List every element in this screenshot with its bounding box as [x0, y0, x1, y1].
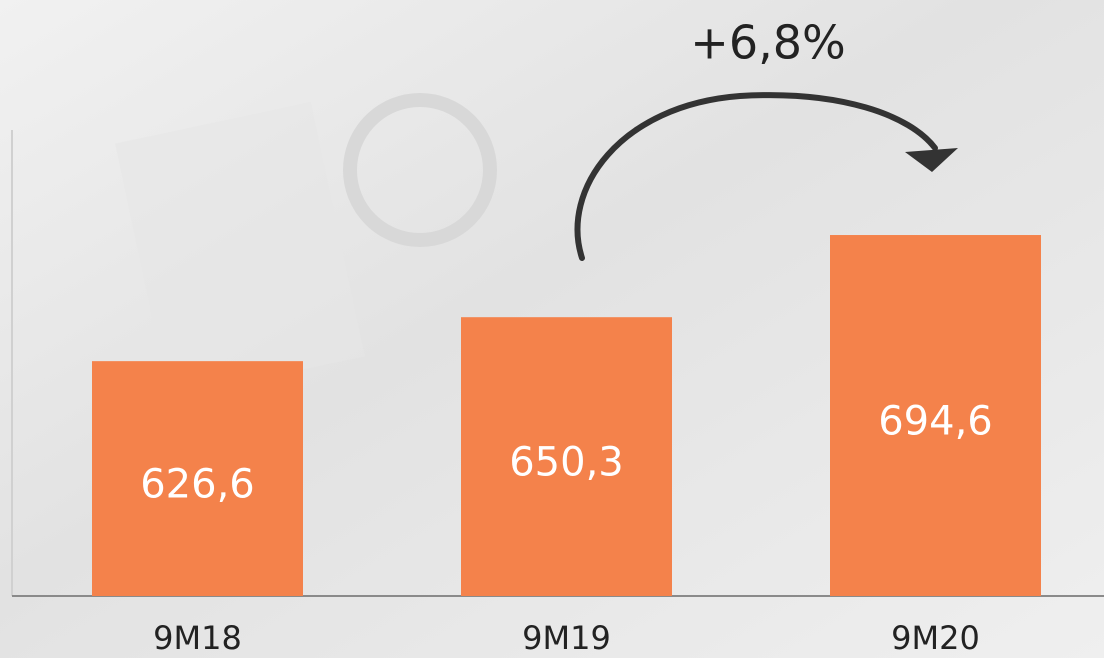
value-label: 694,6	[878, 399, 993, 445]
value-label: 626,6	[140, 462, 255, 508]
x-tick-label: 9M19	[522, 619, 611, 657]
x-tick-label: 9M18	[153, 619, 242, 657]
chart: +6,8% 626,6 9M18 650,3 9M19 694,6 9M20	[0, 0, 1104, 658]
annotation: +6,8%	[690, 16, 845, 70]
x-tick-label: 9M20	[891, 619, 980, 657]
value-label: 650,3	[509, 440, 624, 486]
